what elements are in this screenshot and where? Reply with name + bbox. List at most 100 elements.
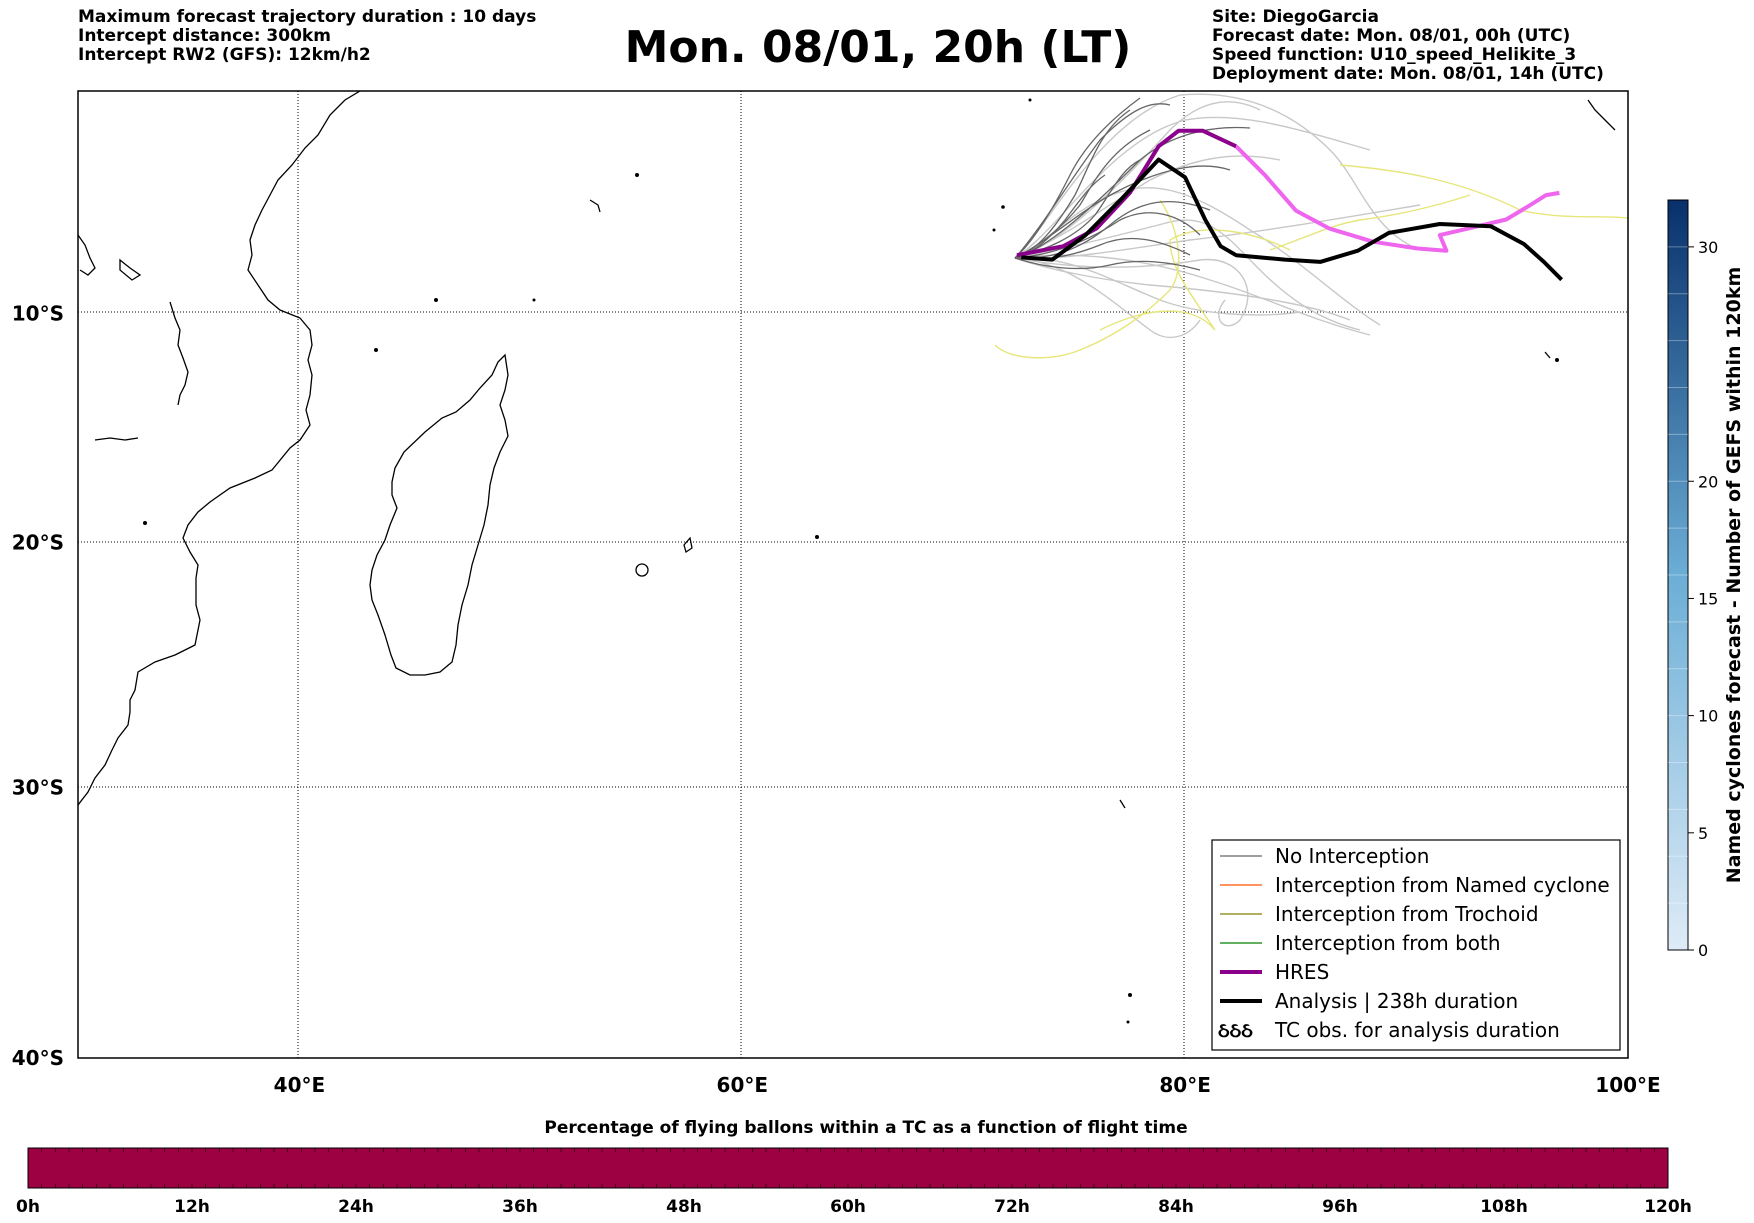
analysis-track — [1021, 157, 1564, 282]
lat-tick-label: 40°S — [12, 1046, 64, 1070]
island-dot — [374, 348, 378, 352]
lat-tick-label: 30°S — [12, 775, 64, 799]
legend-items: No Interception Interception from Named c… — [1218, 844, 1610, 1042]
coastline-lake-small — [94, 437, 139, 441]
main-tracks — [1016, 128, 1564, 282]
header-right-line: Forecast date: Mon. 08/01, 00h (UTC) — [1212, 26, 1571, 46]
track-line — [1014, 126, 1251, 259]
lon-tick-label: 40°E — [274, 1073, 326, 1097]
colorbar-bottom-tick-label: 0h — [16, 1197, 40, 1217]
header-left-info: Maximum forecast trajectory duration : 1… — [78, 8, 536, 65]
track-line — [1014, 200, 1211, 259]
longitude-labels: 40°E 60°E 80°E 100°E — [274, 1073, 1661, 1097]
island-dot — [1555, 358, 1559, 362]
track-line — [1014, 212, 1201, 259]
hres-track — [1016, 128, 1237, 258]
header-right-line: Deployment date: Mon. 08/01, 14h (UTC) — [1212, 64, 1604, 84]
legend-box — [1211, 839, 1621, 1051]
legend-label: Interception from Trochoid — [1275, 902, 1539, 926]
track-line — [1014, 97, 1141, 259]
track-line — [1014, 116, 1371, 259]
island-dot — [992, 228, 996, 232]
colorbar-bottom: Percentage of flying ballons within a TC… — [16, 1118, 1692, 1217]
colorbar-bottom-tick-label: 12h — [174, 1197, 210, 1217]
island-dot — [1001, 205, 1005, 209]
legend-label: No Interception — [1275, 844, 1429, 868]
island-dot — [635, 173, 639, 177]
coastline-lake — [119, 258, 142, 281]
lon-tick-label: 100°E — [1595, 1073, 1660, 1097]
legend-label: Interception from both — [1275, 931, 1501, 955]
track-line — [1014, 204, 1421, 259]
island-dot — [1128, 993, 1132, 997]
colorbar-tick-label: 20 — [1698, 472, 1718, 491]
coastline-sumatra — [1587, 99, 1616, 131]
track-line — [1014, 257, 1249, 327]
colorbar-right-bar — [1667, 199, 1689, 951]
island-dot — [1126, 1020, 1130, 1024]
map-grid — [78, 91, 1628, 1058]
tc-obs-symbol: ઠઠઠ — [1218, 1018, 1253, 1042]
page-title: Mon. 08/01, 20h (LT) — [624, 22, 1132, 73]
colorbar-right-title: Named cyclones forecast - Number of GEFS… — [1723, 267, 1745, 884]
legend-label: TC obs. for analysis duration — [1274, 1018, 1560, 1042]
track-line — [1014, 257, 1351, 321]
small-islands — [143, 98, 1559, 1024]
colorbar-bottom-tick-label: 120h — [1644, 1197, 1692, 1217]
colorbar-bottom-tick-label: 48h — [666, 1197, 702, 1217]
coastline-arabia-fragment — [78, 234, 96, 276]
colorbar-bottom-tick-label: 108h — [1480, 1197, 1528, 1217]
legend-label: HRES — [1275, 960, 1329, 984]
lon-tick-label: 60°E — [717, 1073, 769, 1097]
header-left-line: Maximum forecast trajectory duration : 1… — [78, 7, 537, 27]
legend-label: Interception from Named cyclone — [1275, 873, 1610, 897]
map-frame — [77, 90, 1629, 1059]
island-amsterdam — [1119, 799, 1126, 809]
island-dot — [815, 535, 819, 539]
colorbar-bottom-tick-label: 60h — [830, 1197, 866, 1217]
track-line — [1014, 254, 1371, 336]
island-dot — [143, 521, 147, 525]
latitude-labels: 10°S 20°S 30°S 40°S — [12, 301, 64, 1070]
header-left-line: Intercept distance: 300km — [78, 26, 331, 46]
colorbar-right: 0 5 10 15 20 30 Named cyclones forecast - Num… — [1667, 199, 1745, 960]
header-right-line: Site: DiegoGarcia — [1212, 7, 1379, 27]
colorbar-tick-label: 15 — [1698, 589, 1718, 608]
colorbar-bottom-tick-label: 36h — [502, 1197, 538, 1217]
track-line — [1014, 109, 1131, 259]
lat-tick-label: 10°S — [12, 301, 64, 325]
lon-tick-label: 80°E — [1159, 1073, 1211, 1097]
coastline-madagascar — [369, 353, 509, 676]
track-line — [1339, 164, 1628, 219]
legend: No Interception Interception from Named c… — [1211, 839, 1621, 1051]
coastline-mozambique-channel — [169, 301, 189, 406]
colorbar-tick-label: 5 — [1698, 824, 1708, 843]
island-dot — [434, 298, 438, 302]
island-mauritius — [683, 536, 693, 554]
track-line — [1014, 93, 1421, 259]
lat-tick-label: 20°S — [12, 531, 64, 555]
track-line — [1099, 229, 1291, 331]
colorbar-tick-label: 30 — [1698, 238, 1718, 257]
colorbar-bottom-minor-ticks — [41, 1148, 1655, 1188]
track-line — [1014, 101, 1261, 259]
colorbar-tick-label: 0 — [1698, 941, 1708, 960]
colorbar-bottom-bar — [27, 1147, 1669, 1189]
island-dot — [532, 298, 536, 302]
colorbar-bottom-title: Percentage of flying ballons within a TC… — [544, 1118, 1187, 1138]
colorbar-bottom-tick-label: 84h — [1158, 1197, 1194, 1217]
header-right-line: Speed function: U10_speed_Helikite_3 — [1212, 45, 1577, 65]
ensemble-tracks-yellow — [994, 164, 1628, 359]
coastline-africa — [78, 91, 361, 806]
track-line — [1014, 103, 1171, 259]
header-left-line: Intercept RW2 (GFS): 12km/h2 — [78, 45, 371, 65]
colorbar-tick-label: 10 — [1698, 707, 1718, 726]
island-small — [1544, 351, 1551, 359]
colorbar-bottom-ticks: 0h 12h 24h 36h 48h 60h 72h 84h 96h 108h 120h — [16, 1197, 1692, 1217]
colorbar-right-ticks: 0 5 10 15 20 30 — [1668, 238, 1718, 960]
track-line — [1269, 194, 1471, 251]
header-right-info: Site: DiegoGarcia Forecast date: Mon. 08… — [1212, 8, 1604, 84]
track-line — [1014, 257, 1201, 271]
island-dot — [1028, 98, 1032, 102]
